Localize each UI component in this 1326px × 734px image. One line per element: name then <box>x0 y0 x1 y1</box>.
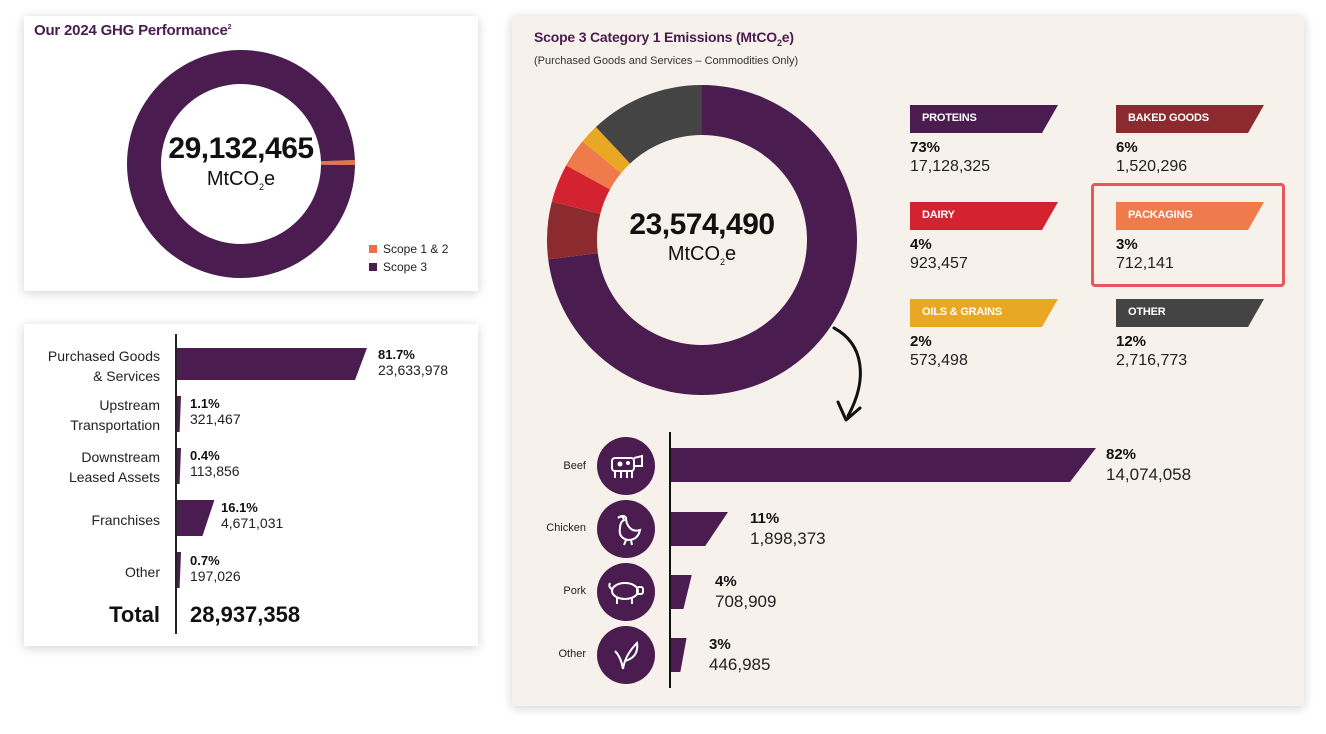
protein-label-chicken: Chicken <box>546 522 586 534</box>
cat1-subtitle: (Purchased Goods and Services – Commodit… <box>534 55 799 67</box>
protein-bar-pork <box>671 575 692 609</box>
protein-val-beef: 14,074,058 <box>1106 465 1192 484</box>
total-value: 28,937,358 <box>190 602 301 627</box>
scope3-bar-other <box>177 552 181 588</box>
pct-dairy: 4% <box>910 236 932 253</box>
donut-slice-scope-1-2 <box>320 160 355 166</box>
val-baked-goods: 1,520,296 <box>1116 158 1188 175</box>
protein-label-pork: Pork <box>563 585 586 597</box>
protein-label-other: Other <box>558 648 586 660</box>
donut-slice-other <box>595 85 702 164</box>
protein-pct-beef: 82% <box>1106 446 1137 463</box>
donut-slice-dairy <box>551 165 610 214</box>
scope3-bars-chart <box>177 348 367 588</box>
scope3-bar-downstream-leased-assets <box>177 448 181 484</box>
donut-slice-scope-3 <box>127 49 355 278</box>
row-label-franchises: Franchises <box>91 512 160 528</box>
tag-proteins: PROTEINS <box>910 105 1058 133</box>
row-label-purchased: Purchased Goods & Services <box>47 348 160 384</box>
row-label-other: Other <box>124 564 160 580</box>
pct-packaging: 3% <box>1116 236 1138 253</box>
protein-val-other: 446,985 <box>709 655 771 674</box>
chicken-icon <box>597 500 655 558</box>
protein-val-chicken: 1,898,373 <box>750 529 826 548</box>
tag-packaging: PACKAGING <box>1116 202 1264 230</box>
legend-scope3: Scope 3 <box>369 260 427 274</box>
protein-bars-chart <box>671 448 1096 672</box>
legend-scope12: Scope 1 & 2 <box>369 242 448 256</box>
row-label-downstream: Downstream Leased Assets <box>68 449 160 485</box>
pct-oils-grains: 2% <box>910 333 932 350</box>
ghg-title: Our 2024 GHG Performance2 <box>34 22 232 39</box>
row-label-upstream: Upstream Transportation <box>70 397 160 433</box>
packaging-highlight-box <box>1091 183 1285 287</box>
row-value-purchased: 81.7% 23,633,978 <box>378 347 449 378</box>
protein-label-beef: Beef <box>563 460 586 472</box>
cat1-unit: MtCO2e <box>667 243 737 267</box>
donut-slice-oils-grains <box>582 127 631 174</box>
val-proteins: 17,128,325 <box>910 158 991 175</box>
row-value-downstream: 0.4% 113,856 <box>190 448 240 479</box>
ghg-donut-chart <box>127 49 355 278</box>
legend-scope12-swatch <box>369 245 377 253</box>
cat1-center-label: 23,574,490 MtCO2e <box>602 208 802 267</box>
curved-arrow-icon <box>832 326 862 422</box>
protein-axis-line <box>669 432 671 688</box>
scope3-bar-purchased-goods-services <box>177 348 367 380</box>
val-oils-grains: 573,498 <box>910 352 968 369</box>
legend-scope3-swatch <box>369 263 377 271</box>
pig-icon <box>597 563 655 621</box>
total-label: Total <box>109 602 160 627</box>
protein-bar-chicken <box>671 512 729 546</box>
scope3-breakdown-card: Purchased Goods & Services Upstream Transp… <box>24 324 478 646</box>
protein-pct-other: 3% <box>709 636 731 653</box>
ghg-total-value: 29,132,465 <box>168 132 314 165</box>
cow-icon <box>597 437 655 495</box>
tag-oils-grains: OILS & GRAINS <box>910 299 1058 327</box>
protein-pct-pork: 4% <box>715 573 737 590</box>
protein-pct-chicken: 11% <box>750 510 780 527</box>
row-value-other: 0.7% 197,026 <box>190 553 241 584</box>
scope3-bar-franchises <box>177 500 215 536</box>
donut-slice-proteins <box>548 85 857 395</box>
protein-bar-other <box>671 638 687 672</box>
ghg-center-label: 29,132,465 MtCO2e <box>124 132 358 192</box>
pct-baked-goods: 6% <box>1116 139 1138 156</box>
tag-baked-goods: BAKED GOODS <box>1116 105 1264 133</box>
protein-val-pork: 708,909 <box>715 592 777 611</box>
pct-other: 12% <box>1116 333 1147 350</box>
cat1-title: Scope 3 Category 1 Emissions (MtCO2e) <box>534 29 794 48</box>
val-dairy: 923,457 <box>910 255 968 272</box>
donut-slice-packaging <box>566 141 622 190</box>
category1-emissions-card: Scope 3 Category 1 Emissions (MtCO2e) (P… <box>512 16 1304 706</box>
val-packaging: 712,141 <box>1116 255 1174 272</box>
row-value-franchises: 16.1% 4,671,031 <box>221 500 284 531</box>
scope3-bar-upstream-transportation <box>177 396 181 432</box>
row-value-upstream: 1.1% 321,467 <box>190 396 241 427</box>
tag-other: OTHER <box>1116 299 1264 327</box>
ghg-performance-card: Our 2024 GHG Performance2 29,132,465 MtC… <box>24 16 478 291</box>
donut-slice-baked-goods <box>547 201 601 260</box>
protein-bar-beef <box>671 448 1096 482</box>
axis-line <box>175 334 177 634</box>
ghg-unit: MtCO2e <box>206 168 276 192</box>
cat1-donut-chart <box>547 85 857 395</box>
cat1-total-value: 23,574,490 <box>629 208 775 241</box>
tag-dairy: DAIRY <box>910 202 1058 230</box>
pct-proteins: 73% <box>910 139 941 156</box>
plant-icon <box>597 626 655 684</box>
val-other: 2,716,773 <box>1116 352 1188 369</box>
